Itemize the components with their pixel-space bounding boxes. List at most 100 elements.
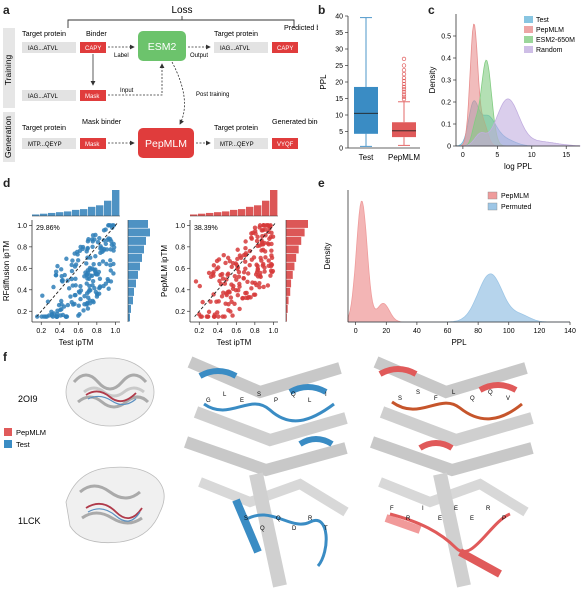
pred-binder-seq: CAPY bbox=[277, 46, 293, 52]
x-tick-label: 100 bbox=[503, 328, 515, 335]
structure-2oi9-test-zoom bbox=[184, 356, 348, 477]
scatter-point bbox=[76, 303, 81, 308]
binder-seq: CAPY bbox=[85, 46, 101, 52]
x-tick-label: PepMLM bbox=[388, 153, 420, 162]
hist-top-bar bbox=[40, 213, 48, 216]
scatter-point bbox=[223, 260, 228, 266]
scatter-point bbox=[243, 295, 249, 301]
scatter-point bbox=[228, 295, 234, 300]
scatter-point bbox=[73, 276, 78, 282]
scatter-point bbox=[85, 246, 90, 252]
scatter-point bbox=[69, 262, 74, 268]
scatter-point bbox=[91, 262, 96, 267]
scatter-point bbox=[221, 252, 226, 258]
scatter-point bbox=[218, 272, 223, 278]
scatter-point bbox=[257, 285, 262, 290]
scatter-point bbox=[93, 289, 99, 295]
chart-d1-scatter: 0.2 0.4 0.6 0.8 1.0 0.2 0.4 0.6 0.8 1.0 Test ipTM R… bbox=[2, 190, 150, 347]
scatter-point bbox=[97, 236, 102, 241]
scatter-point bbox=[230, 260, 236, 266]
x-tick-label: 0.8 bbox=[250, 328, 260, 335]
scatter-point bbox=[243, 239, 248, 244]
hist-top-bar bbox=[254, 205, 262, 216]
scatter-point bbox=[51, 284, 56, 290]
esm2-box bbox=[138, 31, 186, 61]
gen-out-binder-seq: VYQF bbox=[277, 142, 294, 148]
panel-label-c: c bbox=[428, 3, 435, 17]
residue-label-1lck-pepmlm: E bbox=[470, 516, 474, 522]
y-axis-label: PPL bbox=[319, 74, 328, 90]
hist-right-bar bbox=[286, 237, 302, 245]
scatter-point bbox=[59, 274, 64, 279]
y-tick-label: 35 bbox=[335, 30, 343, 37]
y-axis-label: Density bbox=[428, 67, 437, 94]
target-seq-box bbox=[22, 42, 76, 53]
legend-swatch bbox=[524, 36, 533, 43]
scatter-point bbox=[260, 233, 265, 239]
hist-right-bar bbox=[286, 288, 291, 296]
scatter-point bbox=[78, 284, 83, 289]
panel-a-schematic: Loss Training Generation Target protein … bbox=[3, 5, 318, 162]
scatter-point bbox=[111, 241, 116, 247]
y-tick-label: 0.8 bbox=[17, 244, 27, 251]
scatter-point bbox=[100, 259, 106, 264]
y-tick-label: 0.2 bbox=[17, 309, 27, 316]
scatter-point bbox=[93, 267, 98, 272]
density-random bbox=[456, 98, 581, 147]
hist-right-bar bbox=[128, 313, 130, 322]
scatter-point bbox=[81, 308, 86, 313]
scatter-point bbox=[225, 272, 230, 277]
esm2-label: ESM2 bbox=[148, 41, 177, 53]
scatter-point bbox=[103, 281, 109, 286]
scatter-point bbox=[98, 246, 103, 251]
residue-label-2oi9-test: G bbox=[206, 398, 211, 404]
y-tick-label: 0.4 bbox=[17, 287, 27, 294]
scatter-point bbox=[237, 253, 243, 258]
hist-right-bar bbox=[286, 279, 292, 288]
density-pepmlm bbox=[347, 200, 570, 323]
row2-label: 1LCK bbox=[18, 516, 41, 526]
scatter-point bbox=[111, 223, 116, 228]
legend-swatch bbox=[487, 202, 498, 211]
y-axis-label: RFdiffusion ipTM bbox=[2, 241, 11, 302]
scatter-point bbox=[269, 253, 274, 258]
scatter-point bbox=[50, 314, 56, 319]
scatter-point bbox=[69, 276, 74, 282]
x-tick-label: 140 bbox=[564, 328, 576, 335]
scatter-point bbox=[255, 274, 261, 279]
scatter-point bbox=[243, 266, 248, 271]
hist-right-bar bbox=[128, 279, 136, 288]
scatter-point bbox=[97, 261, 102, 267]
scatter-point bbox=[60, 279, 65, 284]
scatter-point bbox=[53, 272, 59, 278]
outlier-point bbox=[401, 81, 407, 87]
scatter-point bbox=[108, 268, 113, 273]
scatter-point bbox=[269, 269, 275, 275]
scatter-point bbox=[75, 258, 81, 263]
scatter-point bbox=[197, 283, 202, 289]
hist-right-bar bbox=[286, 305, 288, 313]
legend-swatch-test bbox=[4, 440, 12, 448]
residue-label-2oi9-pepmlm: L bbox=[452, 390, 456, 396]
y-tick-label: 0 bbox=[339, 146, 343, 153]
pepmlm-box bbox=[138, 128, 194, 158]
side-label-training: Training bbox=[3, 55, 13, 86]
residue-label-2oi9-test: Q bbox=[291, 392, 296, 398]
x-tick-label: 0.6 bbox=[231, 328, 241, 335]
y-tick-label: 15 bbox=[335, 96, 343, 103]
hist-right-bar bbox=[128, 288, 134, 296]
hist-top-bar bbox=[230, 209, 238, 216]
x-tick-label: 5 bbox=[495, 152, 499, 159]
scatter-point bbox=[54, 269, 59, 274]
scatter-point bbox=[78, 296, 83, 302]
scatter-point bbox=[269, 262, 275, 268]
scatter-point bbox=[226, 302, 231, 307]
scatter-point bbox=[249, 236, 254, 241]
scatter-point bbox=[214, 299, 219, 304]
x-tick-label: 1.0 bbox=[269, 328, 279, 335]
y-tick-label: 0.1 bbox=[441, 122, 451, 129]
panel-f-structures: PepMLM Test 2OI9 1LCK bbox=[4, 356, 534, 588]
residue-label-2oi9-pepmlm: S bbox=[416, 390, 420, 396]
legend-test: Test bbox=[16, 440, 31, 449]
scatter-point bbox=[241, 276, 246, 281]
